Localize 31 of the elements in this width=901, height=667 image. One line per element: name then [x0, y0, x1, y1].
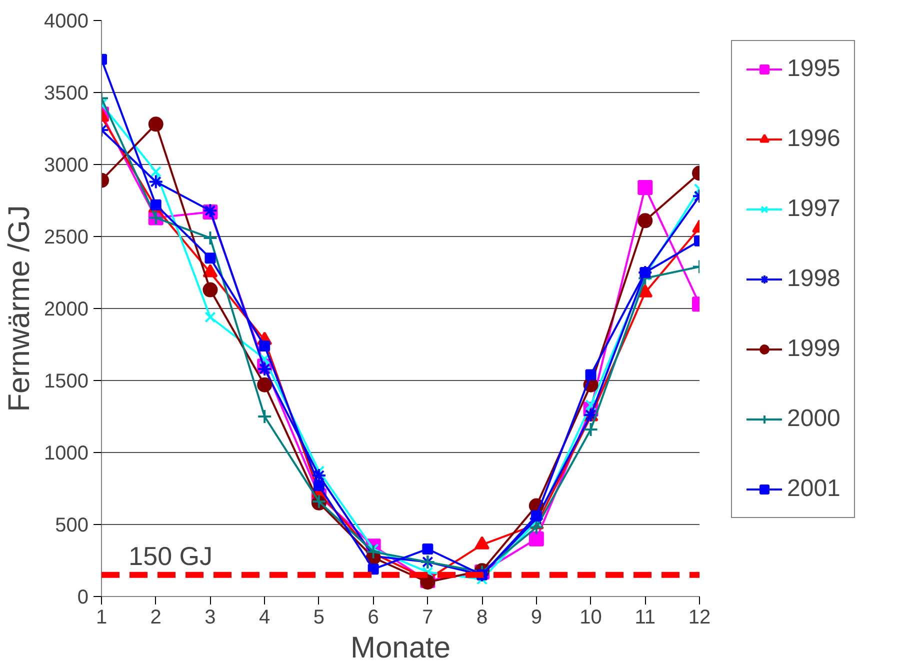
y-tick-label: 2500	[44, 226, 89, 248]
ref-line-label: 150 GJ	[128, 540, 213, 571]
x-tick-label: 8	[476, 606, 488, 628]
legend-label: 1995	[787, 55, 840, 83]
y-tick-label: 1000	[44, 442, 89, 464]
y-tick-label: 1500	[44, 370, 89, 392]
y-tick-label: 4000	[44, 10, 89, 32]
legend-label: 1998	[787, 265, 840, 293]
x-tick-label: 4	[259, 606, 270, 628]
x-tick-label: 10	[580, 606, 602, 628]
legend-label: 2001	[787, 475, 840, 503]
y-axis-title: Fernwärme /GJ	[3, 205, 36, 412]
legend-label: 1999	[787, 335, 840, 363]
x-tick-label: 11	[634, 606, 656, 628]
x-tick-label: 12	[688, 606, 711, 628]
x-tick-label: 2	[150, 606, 162, 628]
x-tick-label: 9	[530, 606, 542, 628]
x-tick-label: 5	[313, 606, 325, 628]
legend-label: 2000	[787, 405, 840, 433]
legend-label: 1997	[787, 195, 840, 223]
y-tick-label: 3500	[44, 82, 89, 104]
x-tick-label: 7	[422, 606, 434, 628]
y-tick-label: 500	[55, 514, 89, 536]
legend-label: 1996	[787, 125, 840, 153]
x-tick-label: 1	[96, 606, 108, 628]
x-tick-label: 3	[204, 606, 216, 628]
x-tick-label: 6	[368, 606, 379, 628]
y-tick-label: 0	[77, 586, 88, 608]
x-axis-title: Monate	[350, 632, 451, 664]
y-tick-label: 2000	[44, 298, 89, 320]
y-tick-label: 3000	[44, 154, 89, 176]
